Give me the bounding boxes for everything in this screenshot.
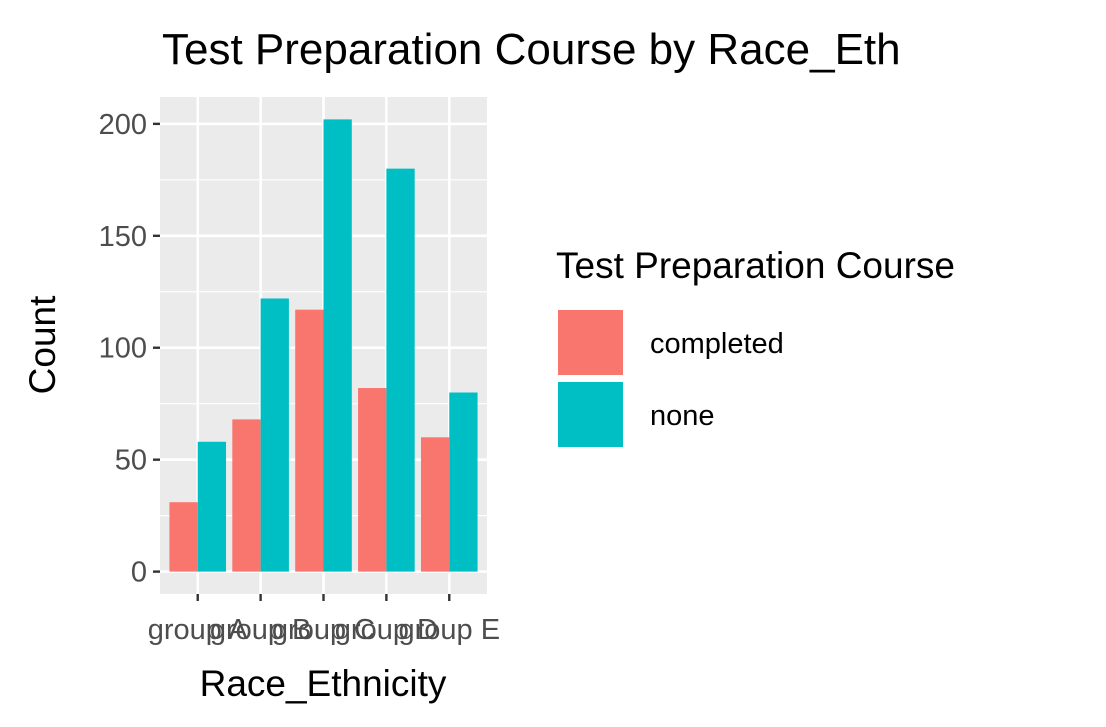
x-tick-label: group E — [398, 614, 500, 646]
bar-none — [323, 119, 352, 572]
legend: Test Preparation Course completed none — [556, 245, 955, 449]
x-tick-label: group A — [148, 614, 249, 646]
x-tick-label: group D — [335, 614, 438, 646]
y-tick-label: 200 — [99, 109, 147, 141]
bar-completed — [295, 309, 324, 572]
bar-completed — [169, 502, 198, 572]
x-tick-label: group B — [210, 614, 312, 646]
chart-title: Test Preparation Course by Race_Eth — [162, 25, 901, 74]
bar-completed — [420, 437, 450, 572]
y-axis-title: Count — [22, 295, 63, 394]
bar-none — [260, 298, 289, 572]
y-tick-label: 50 — [115, 445, 147, 477]
legend-label-completed: completed — [650, 328, 784, 360]
x-axis-title: Race_Ethnicity — [200, 663, 447, 704]
y-axis: 0 50 100 150 200 — [99, 109, 160, 589]
bar-none — [386, 168, 415, 572]
bar-none — [449, 392, 478, 572]
y-tick-label: 150 — [99, 221, 147, 253]
y-tick-label: 0 — [131, 557, 147, 589]
legend-label-none: none — [650, 400, 715, 432]
legend-key-none — [558, 382, 623, 447]
legend-title: Test Preparation Course — [556, 245, 955, 286]
legend-key-completed — [558, 310, 623, 375]
x-tick-label: group C — [272, 614, 375, 646]
bar-none — [197, 441, 227, 572]
bar-completed — [358, 388, 387, 572]
bars — [169, 119, 478, 572]
y-tick-label: 100 — [99, 333, 147, 365]
bar-completed — [232, 419, 261, 572]
